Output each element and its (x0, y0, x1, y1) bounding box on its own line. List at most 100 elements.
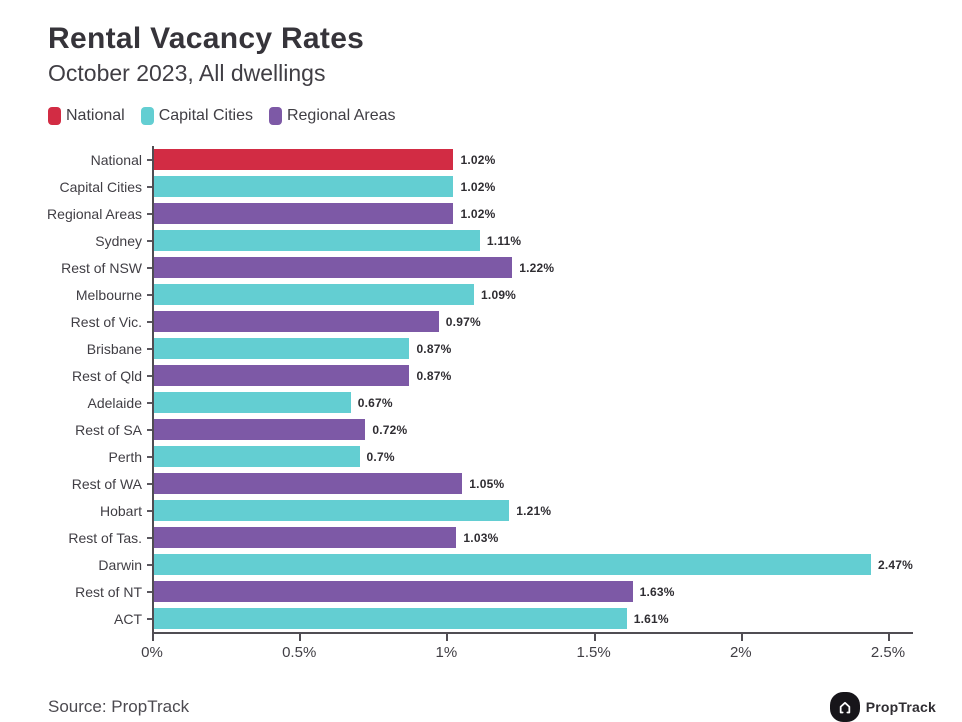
bar-row: 1.02% (154, 200, 913, 227)
bar-value-label: 1.02% (460, 179, 496, 194)
category-row: Rest of NSW (48, 254, 152, 281)
y-tick-mark (147, 563, 152, 566)
category-label: Rest of SA (75, 421, 142, 438)
category-row: ACT (48, 605, 152, 632)
bar (154, 338, 410, 359)
category-label: Rest of WA (71, 475, 142, 492)
legend-item: Regional Areas (268, 107, 396, 125)
bar-row: 1.05% (154, 470, 913, 497)
y-axis-labels: National Capital Cities Regional Areas Sydn… (47, 146, 152, 634)
bar-row: 1.02% (154, 146, 913, 173)
x-tick-mark (593, 634, 596, 641)
category-row: Perth (48, 443, 152, 470)
footer: Source: PropTrack PropTrack (48, 692, 936, 722)
category-row: Rest of SA (48, 416, 152, 443)
bar-row: 1.11% (154, 227, 913, 254)
bar-value-label: 0.72% (372, 422, 408, 437)
bar-row: 0.97% (154, 308, 913, 335)
category-row: Hobart (48, 497, 152, 524)
x-tick-mark (887, 634, 890, 641)
y-tick-mark (147, 158, 152, 161)
bar-value-label: 0.67% (357, 395, 393, 410)
y-tick-mark (147, 320, 152, 323)
category-row: Rest of Tas. (48, 524, 152, 551)
y-tick-mark (147, 374, 152, 377)
y-tick-mark (147, 536, 152, 539)
bar-row: 1.22% (154, 254, 913, 281)
proptrack-house-icon (829, 692, 860, 722)
x-tick-mark (446, 634, 449, 641)
y-tick-mark (147, 455, 152, 458)
bar-value-label: 0.87% (416, 341, 452, 356)
y-tick-mark (147, 239, 152, 242)
y-tick-mark (147, 617, 152, 620)
x-tick-label: 1.5% (576, 644, 611, 661)
category-label: Perth (108, 448, 142, 465)
bar-value-label: 0.87% (416, 368, 452, 383)
y-tick-mark (147, 347, 152, 350)
category-label: Rest of Qld (71, 367, 142, 384)
bar (154, 257, 513, 278)
category-label: Rest of Vic. (70, 313, 142, 330)
bar (154, 554, 871, 575)
category-label: Melbourne (75, 286, 142, 303)
x-axis: 0% 0.5% 1% 1.5% 2% 2.5% (141, 634, 913, 670)
bar-row: 0.87% (154, 335, 913, 362)
bar-value-label: 1.05% (469, 476, 505, 491)
legend-label: National (66, 107, 125, 124)
category-label: Rest of NT (75, 583, 142, 600)
source-note: Source: PropTrack (48, 697, 190, 716)
bar-value-label: 1.21% (516, 503, 552, 518)
plot-wrapper: National Capital Cities Regional Areas Sydn… (47, 146, 962, 634)
bar-value-label: 1.61% (633, 611, 669, 626)
category-label: Rest of Tas. (68, 529, 142, 546)
brand-logo: PropTrack (829, 692, 936, 722)
bar-row: 1.03% (154, 524, 913, 551)
bar-row: 0.87% (154, 362, 913, 389)
brand-name: PropTrack (865, 699, 936, 715)
bar (154, 473, 463, 494)
y-tick-mark (147, 428, 152, 431)
category-label: Capital Cities (59, 178, 142, 195)
category-row: National (48, 146, 152, 173)
plot-area: 1.02% 1.02% 1.02% 1.11% 1.22% 1.09% 0.97% 0.87%… (152, 146, 913, 634)
category-row: Adelaide (48, 389, 152, 416)
category-label: Brisbane (86, 340, 142, 357)
legend-swatch-icon (48, 107, 61, 125)
category-row: Rest of WA (48, 470, 152, 497)
bar-value-label: 1.09% (481, 287, 517, 302)
x-tick-label: 0.5% (282, 644, 317, 661)
bar-row: 1.21% (154, 497, 913, 524)
bar-value-label: 2.47% (877, 557, 913, 572)
legend-item: Capital Cities (140, 107, 253, 125)
bar (154, 365, 410, 386)
category-row: Brisbane (48, 335, 152, 362)
page-title: Rental Vacancy Rates (48, 22, 365, 55)
bar (154, 176, 454, 197)
category-label: National (90, 151, 142, 168)
category-label: Sydney (95, 232, 142, 249)
category-label: Adelaide (87, 394, 143, 411)
legend-label: Capital Cities (158, 107, 253, 124)
category-label: Hobart (99, 502, 142, 519)
bar-value-label: 0.7% (366, 449, 395, 464)
legend-item: National (48, 107, 125, 125)
category-row: Melbourne (48, 281, 152, 308)
bar-row: 0.7% (154, 443, 913, 470)
bar-row: 0.72% (154, 416, 913, 443)
category-row: Rest of Qld (48, 362, 152, 389)
x-tick-mark (152, 634, 154, 641)
category-row: Sydney (48, 227, 152, 254)
bar-value-label: 0.97% (445, 314, 481, 329)
y-tick-mark (147, 212, 152, 215)
category-label: Regional Areas (47, 205, 142, 222)
legend-label: Regional Areas (286, 107, 396, 124)
page-subtitle: October 2023, All dwellings (48, 60, 326, 86)
x-tick-label: 1% (435, 644, 458, 661)
bar (154, 284, 475, 305)
bar-row: 1.61% (154, 605, 913, 632)
y-tick-mark (147, 401, 152, 404)
bar-chart: National Capital Cities Regional Areas Sydn… (47, 146, 962, 670)
bar-value-label: 1.03% (463, 530, 499, 545)
